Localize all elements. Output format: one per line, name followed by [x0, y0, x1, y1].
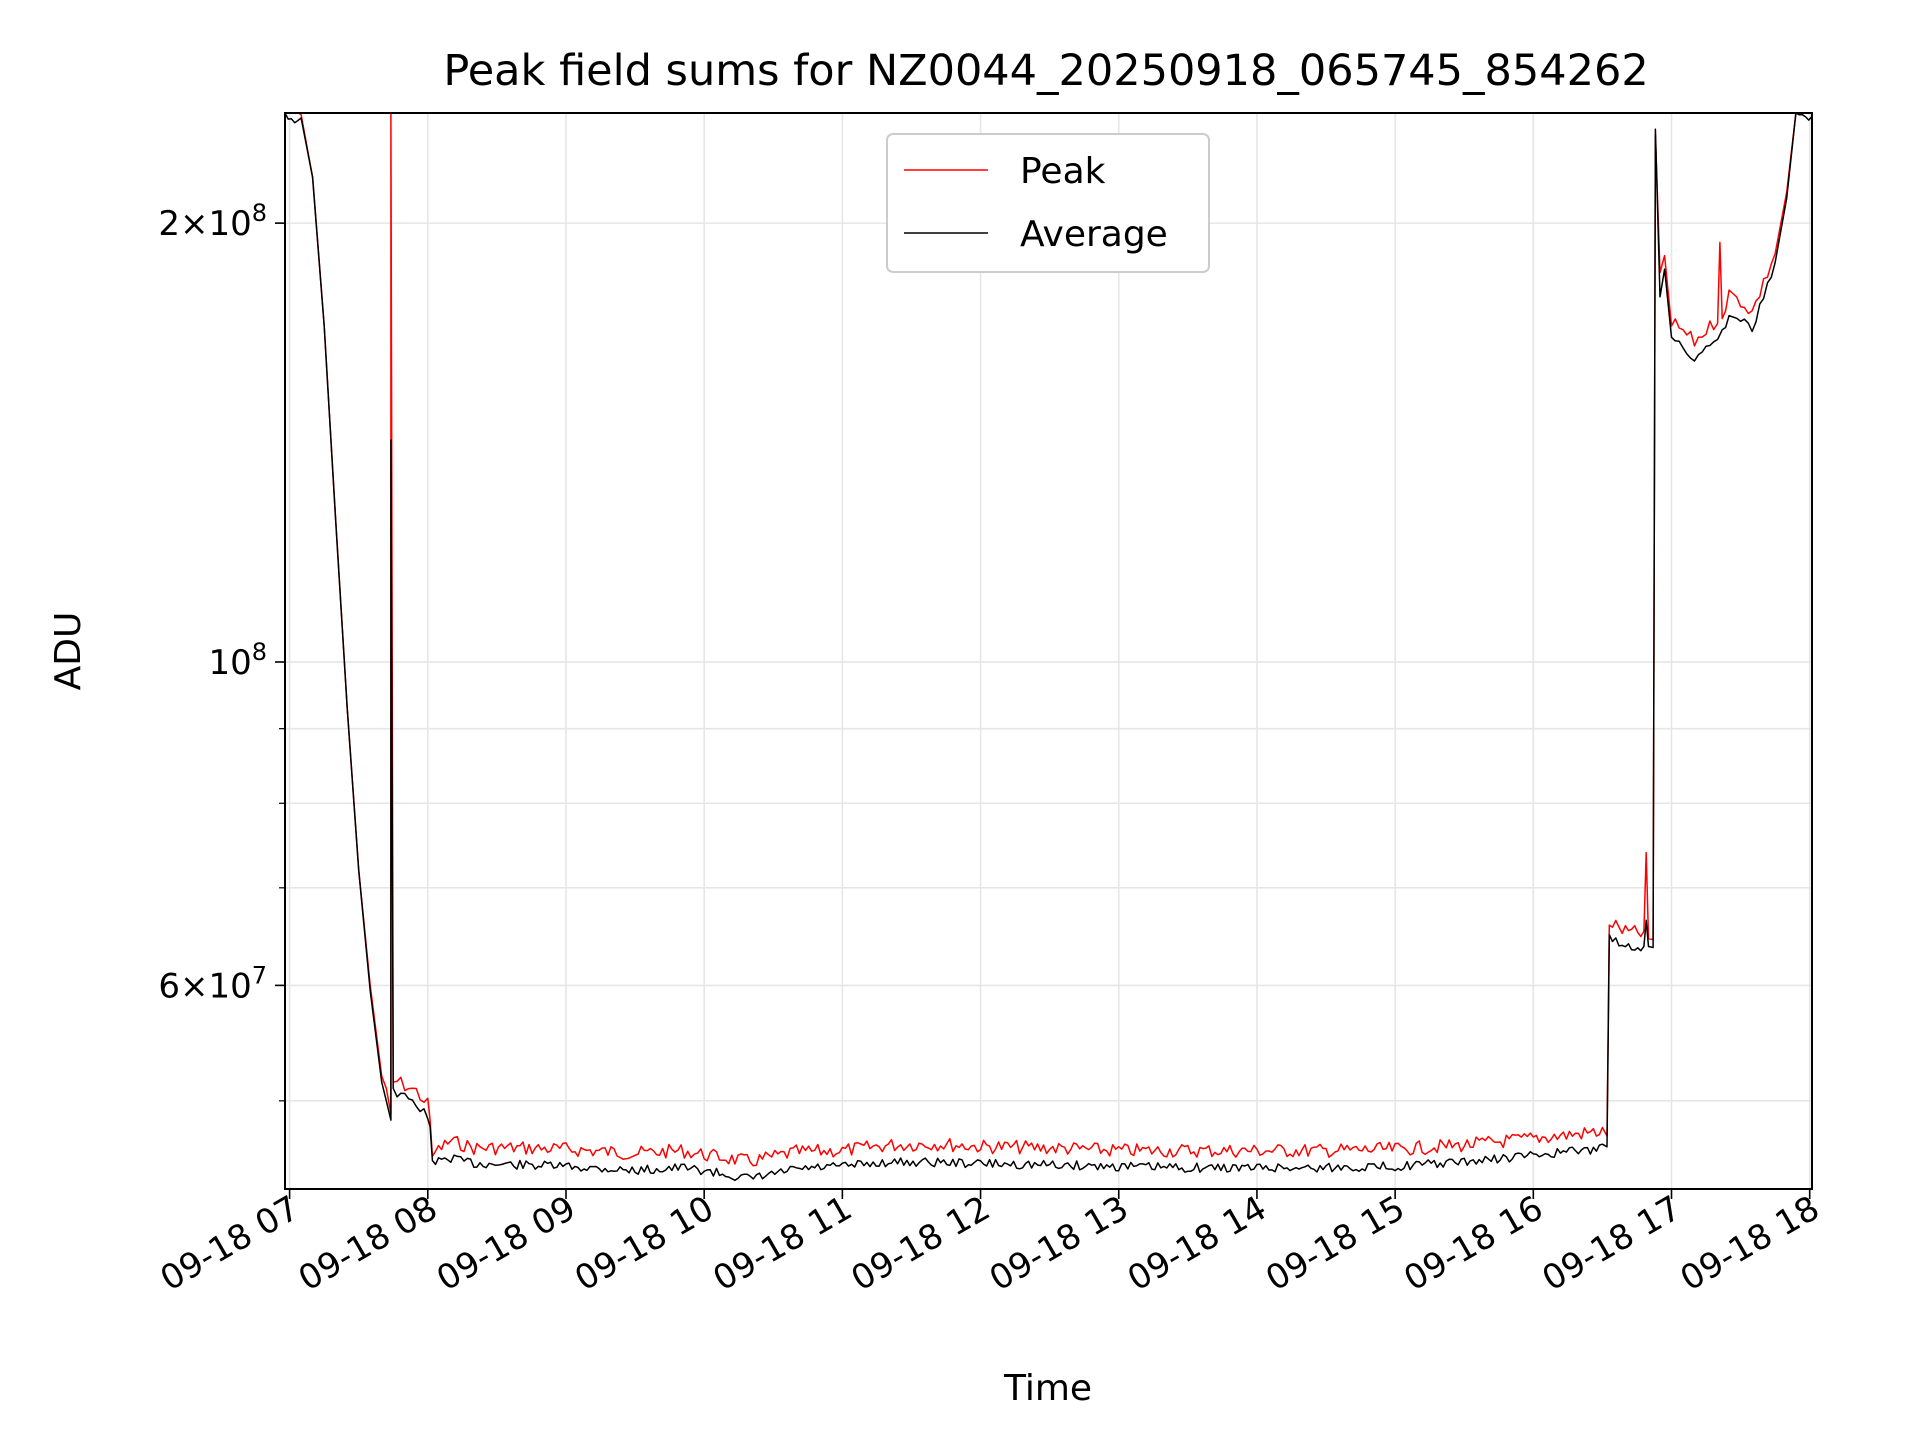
chart-title: Peak field sums for NZ0044_20250918_0657… — [443, 46, 1648, 96]
x-axis-label: Time — [1003, 1368, 1092, 1409]
x-tick-label: 09-18 14 — [1121, 1188, 1273, 1299]
x-tick-label: 09-18 10 — [568, 1188, 720, 1299]
x-tick-label: 09-18 18 — [1674, 1188, 1826, 1299]
legend: Peak Average — [886, 133, 1210, 273]
y-tick-label: 2×108 — [158, 199, 267, 244]
x-tick-label: 09-18 17 — [1536, 1188, 1688, 1299]
series-line-peak — [285, 112, 1812, 1167]
x-tick-label: 09-18 15 — [1259, 1188, 1411, 1299]
y-tick-label: 108 — [208, 638, 267, 683]
x-tick-label: 09-18 16 — [1397, 1188, 1549, 1299]
plot-frame — [284, 112, 1813, 1190]
series-layer — [284, 112, 1813, 1182]
x-tick-label: 09-18 11 — [706, 1188, 858, 1299]
x-tick-label: 09-18 12 — [845, 1188, 997, 1299]
x-tick-label: 09-18 13 — [983, 1188, 1135, 1299]
legend-label-average: Average — [1020, 214, 1168, 255]
legend-box — [886, 133, 1210, 273]
y-tick-label: 6×107 — [158, 961, 267, 1006]
legend-label-peak: Peak — [1020, 151, 1106, 192]
x-tick-label: 09-18 07 — [154, 1188, 306, 1299]
y-axis-label: ADU — [48, 612, 89, 691]
x-tick-label: 09-18 09 — [430, 1188, 582, 1299]
grid-layer — [285, 113, 1812, 1189]
series-line-average — [284, 112, 1813, 1182]
x-tick-label: 09-18 08 — [292, 1188, 444, 1299]
